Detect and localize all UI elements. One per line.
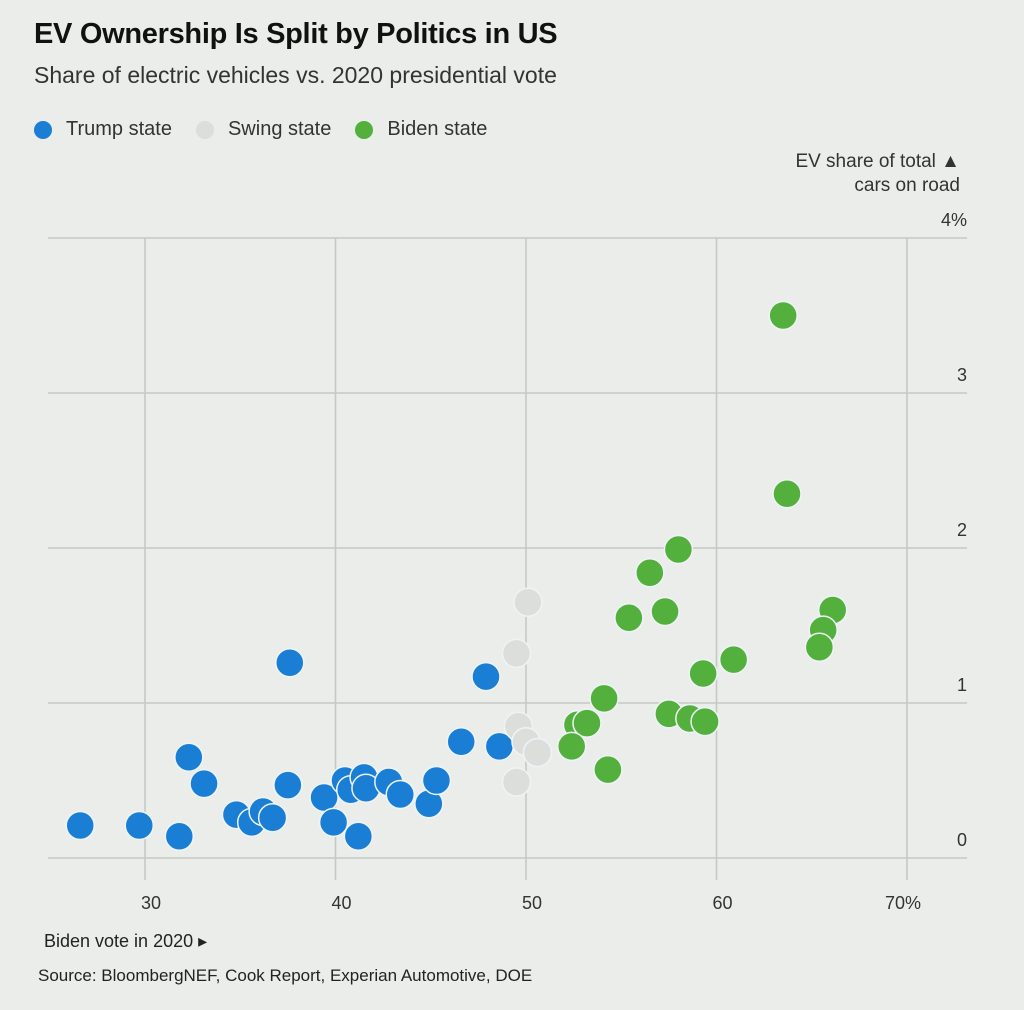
x-tick-label: 50 [522, 893, 542, 913]
data-point [273, 770, 303, 800]
data-points [65, 300, 848, 852]
data-point [556, 731, 587, 762]
data-point [522, 737, 553, 768]
data-point [718, 644, 749, 675]
data-point [164, 821, 195, 852]
swing-circle-icon [195, 120, 214, 139]
x-tick-label: 40 [331, 893, 351, 913]
legend-label-trump: Trump state [66, 118, 172, 140]
trump-circle-icon [34, 120, 52, 139]
tick-labels: 0 1 2 3 4% 30 40 50 60 70% [141, 210, 967, 913]
legend-item-biden: Biden state [355, 118, 487, 141]
data-point [768, 300, 798, 331]
data-point [663, 534, 694, 565]
chart-subtitle: Share of electric vehicles vs. 2020 pres… [34, 62, 557, 88]
source-note: Source: BloombergNEF, Cook Report, Exper… [38, 966, 533, 985]
y-tick-label: 1 [957, 675, 967, 695]
data-point [501, 638, 532, 669]
data-point [318, 807, 349, 838]
series-swing-state [501, 587, 553, 797]
y-axis-label: EV share of total ▲ cars on road [795, 150, 960, 198]
y-tick-label: 4% [941, 210, 967, 230]
series-biden-state [556, 300, 848, 785]
data-point [65, 810, 95, 841]
data-point [189, 768, 219, 799]
data-point [635, 558, 665, 588]
data-point [343, 821, 374, 852]
chart-title: EV Ownership Is Split by Politics in US [34, 18, 558, 50]
data-point [124, 810, 155, 841]
biden-circle-icon [355, 120, 374, 139]
legend: Trump state Swing state Biden state [34, 118, 511, 141]
legend-item-swing: Swing state [195, 118, 332, 141]
data-point [688, 658, 718, 689]
data-point [589, 683, 619, 714]
y-tick-label: 3 [957, 365, 967, 385]
data-point [446, 727, 476, 757]
data-point [501, 767, 532, 797]
data-point [772, 479, 802, 509]
data-point [804, 632, 835, 662]
series-trump-state [65, 647, 515, 852]
legend-label-swing: Swing state [227, 118, 332, 140]
data-point [650, 596, 680, 627]
data-point [421, 765, 452, 796]
data-point [572, 708, 602, 738]
x-tick-label: 60 [712, 893, 732, 913]
data-point [385, 779, 416, 810]
data-point [690, 706, 720, 737]
data-point [513, 587, 543, 617]
x-tick-label: 30 [141, 893, 161, 913]
data-point [614, 603, 644, 633]
legend-item-trump: Trump state [34, 118, 172, 141]
y-axis-label-line2: cars on road [854, 175, 960, 196]
x-axis-label: Biden vote in 2020 ▸ [44, 931, 208, 951]
legend-label-biden: Biden state [387, 118, 488, 140]
data-point [174, 742, 204, 772]
data-point [471, 661, 501, 692]
y-tick-label: 2 [957, 520, 967, 540]
data-point [257, 802, 288, 833]
y-tick-label: 0 [957, 830, 967, 850]
y-axis-label-line1: EV share of total ▲ [795, 151, 960, 172]
data-point [275, 647, 305, 678]
x-tick-label: 70% [885, 893, 921, 913]
data-point [593, 754, 623, 785]
